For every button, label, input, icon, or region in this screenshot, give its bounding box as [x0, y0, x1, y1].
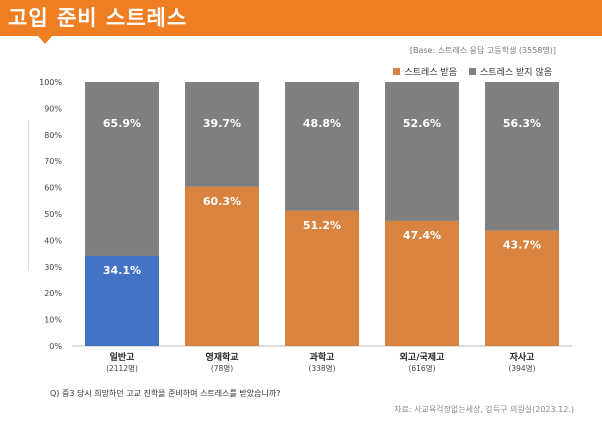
- y-tick-label: 100%: [39, 78, 62, 87]
- bar-not-stressed: [485, 82, 559, 231]
- header-bar: [0, 0, 602, 36]
- source-note: 자료: 사교육걱정없는세상, 강득구 의원실(2023.12.): [394, 405, 574, 414]
- bar-stressed: [285, 210, 359, 346]
- legend-item-stressed: 스트레스 받음: [393, 65, 457, 78]
- x-category-label: 자사고: [510, 351, 535, 363]
- y-tick-label: 90%: [44, 104, 62, 113]
- x-category-count: (78명): [211, 363, 233, 373]
- page-title: 고입 준비 스트레스: [8, 6, 188, 30]
- y-tick-label: 0%: [49, 342, 62, 351]
- data-label-not-stressed: 52.6%: [403, 117, 441, 130]
- x-category-count: (394명): [508, 363, 535, 373]
- bar-stressed: [185, 186, 259, 346]
- y-tick-label: 30%: [44, 263, 62, 272]
- bar-not-stressed: [285, 82, 359, 211]
- x-category-count: (616명): [408, 363, 435, 373]
- x-category-label: 과학고: [310, 351, 335, 363]
- left-accent-rule: [28, 120, 29, 270]
- data-label-stressed: 34.1%: [103, 264, 141, 277]
- data-label-stressed: 47.4%: [403, 229, 441, 242]
- x-category-label: 영재학교: [205, 351, 238, 363]
- bar-not-stressed: [385, 82, 459, 221]
- x-category-count: (2112명): [106, 363, 138, 373]
- y-tick-label: 50%: [44, 210, 62, 219]
- data-label-not-stressed: 39.7%: [203, 117, 241, 130]
- legend-label-stressed: 스트레스 받음: [404, 68, 458, 78]
- x-category-count: (338명): [308, 363, 335, 373]
- legend-swatch-not-stressed: [469, 68, 477, 75]
- x-category-label: 외고/국제고: [400, 351, 445, 363]
- data-label-stressed: 60.3%: [203, 195, 241, 208]
- x-category-label: 일반고: [110, 351, 135, 363]
- data-label-not-stressed: 56.3%: [503, 117, 541, 130]
- y-tick-label: 60%: [44, 184, 62, 193]
- survey-question: Q) 중3 당시 희망하던 고교 진학을 준비하며 스트레스를 받았습니까?: [50, 389, 281, 398]
- y-tick-label: 20%: [44, 289, 62, 298]
- base-note: [Base: 스트레스 응답 고등학생 (3558명)]: [409, 46, 556, 55]
- header-notch: [38, 36, 52, 44]
- y-tick-label: 70%: [44, 157, 62, 166]
- chart-legend: 스트레스 받음 스트레스 받지 않음: [381, 65, 552, 78]
- y-tick-label: 80%: [44, 131, 62, 140]
- legend-item-not-stressed: 스트레스 받지 않음: [469, 65, 552, 78]
- bar-stressed: [85, 255, 159, 346]
- bar-not-stressed: [185, 82, 259, 187]
- y-tick-label: 40%: [44, 236, 62, 245]
- legend-label-not-stressed: 스트레스 받지 않음: [480, 68, 552, 78]
- y-tick-label: 10%: [44, 316, 62, 325]
- legend-swatch-stressed: [393, 68, 401, 75]
- data-label-stressed: 43.7%: [503, 239, 541, 252]
- bar-stressed: [485, 230, 559, 346]
- bar-stressed: [385, 220, 459, 346]
- data-label-stressed: 51.2%: [303, 219, 341, 232]
- data-label-not-stressed: 48.8%: [303, 117, 341, 130]
- data-label-not-stressed: 65.9%: [103, 117, 141, 130]
- bar-not-stressed: [85, 82, 159, 256]
